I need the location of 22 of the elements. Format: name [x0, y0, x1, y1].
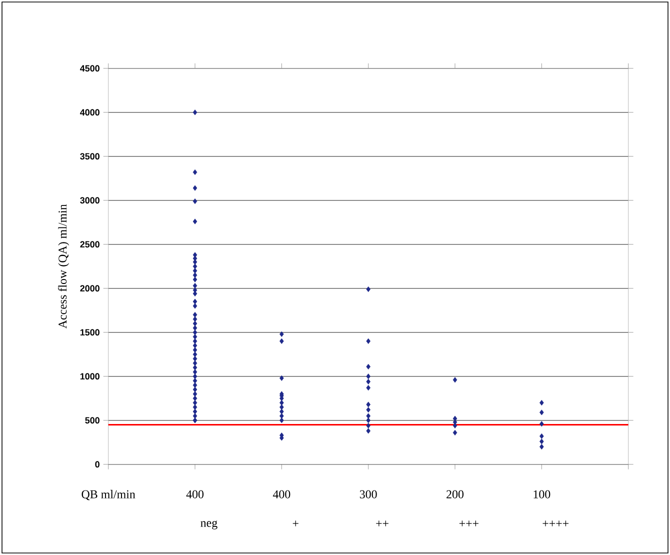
text: 200	[446, 490, 464, 498]
x-tick-label: +++	[459, 520, 478, 526]
x-tick-label: ++	[376, 520, 388, 526]
text: 400	[272, 490, 290, 498]
text: 100	[534, 490, 550, 498]
y-tick-label: 4500	[80, 65, 100, 72]
y-axis-title: Access flow (QA) ml/min	[58, 204, 70, 328]
y-tick-label: 3500	[80, 153, 100, 160]
y-tick-label: 3000	[80, 197, 100, 204]
y-tick-label: 1000	[80, 373, 100, 380]
y-tick-label: 500	[85, 417, 100, 424]
text: 400	[186, 490, 204, 498]
x-tick-label: +	[292, 520, 298, 526]
y-tick-label: 2500	[80, 241, 100, 248]
x-tick-label: neg	[200, 520, 218, 530]
y-tick-label: 0	[95, 461, 100, 468]
x-axis-title: QB ml/min	[82, 490, 136, 500]
text: 300	[360, 490, 377, 498]
x-tick-label: ++++	[542, 520, 569, 526]
y-tick-label: 1500	[80, 329, 100, 336]
y-tick-label: 2000	[80, 285, 100, 292]
y-tick-label: 4000	[80, 109, 100, 116]
